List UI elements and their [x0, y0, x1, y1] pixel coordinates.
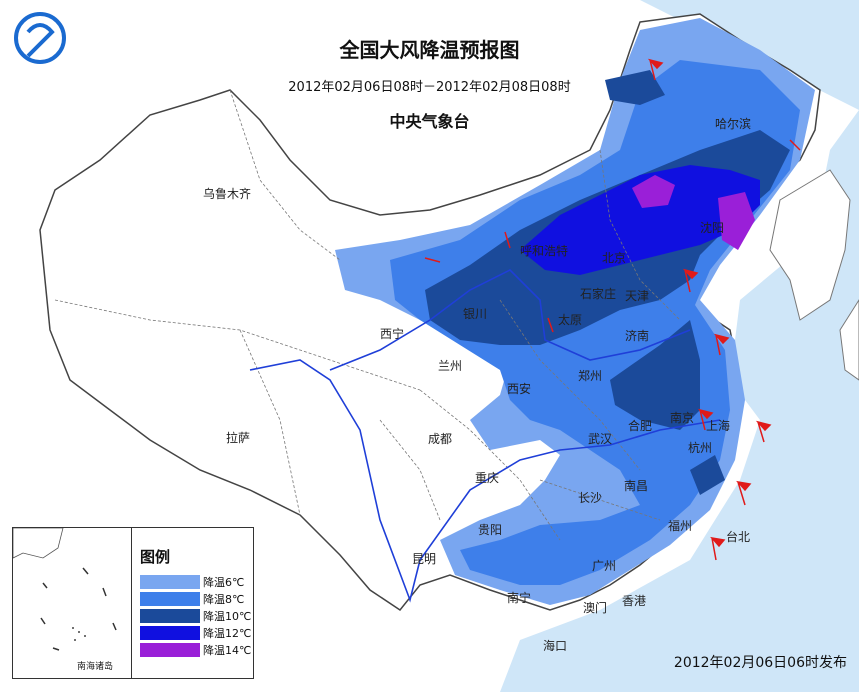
zone-10c-east	[610, 320, 700, 430]
legend-item: 降温10℃	[140, 609, 251, 623]
legend-item: 降温14℃	[140, 643, 251, 657]
wind-flag-icon	[713, 333, 730, 356]
wind-flag-icon	[547, 317, 554, 333]
legend: 南海诸岛 图例 降温6℃ 降温8℃ 降温10℃ 降温12℃ 降温14℃	[12, 527, 254, 679]
city-label: 西宁	[380, 326, 404, 341]
city-label: 昆明	[412, 552, 436, 566]
city-label: 重庆	[475, 471, 499, 485]
map-title: 全国大风降温预报图	[339, 38, 520, 62]
sea-area	[500, 0, 859, 692]
city-label: 呼和浩特	[520, 243, 568, 258]
wind-flags	[424, 58, 801, 561]
south-china-sea-inset: 南海诸岛	[12, 527, 132, 678]
city-label: 兰州	[438, 359, 462, 373]
wind-flag-icon	[789, 139, 801, 151]
city-label: 长沙	[578, 491, 602, 505]
zone-14c-a	[632, 175, 675, 208]
zone-10c-fujian	[690, 455, 725, 495]
zone-10c-north	[605, 70, 665, 105]
city-label: 广州	[592, 559, 616, 573]
wind-flag-icon	[647, 58, 664, 81]
issue-time: 2012年02月06日06时发布	[673, 655, 847, 671]
legend-swatch	[140, 575, 200, 589]
wind-flag-icon	[424, 257, 441, 263]
legend-swatch	[140, 592, 200, 606]
city-label: 银川	[463, 307, 487, 321]
rivers	[249, 269, 721, 603]
city-label: 南昌	[624, 478, 648, 493]
wind-flag-icon	[504, 231, 511, 249]
legend-title: 图例	[140, 548, 171, 566]
legend-label: 降温10℃	[203, 610, 252, 623]
forecast-period: 2012年02月06日08时－2012年02月08日08时	[288, 80, 571, 95]
zone-12c	[520, 165, 760, 275]
city-label: 拉萨	[226, 430, 250, 445]
city-label: 西安	[507, 381, 531, 396]
inset-label: 南海诸岛	[77, 662, 114, 672]
city-label: 南京	[670, 410, 694, 425]
wind-flag-icon	[697, 408, 714, 431]
city-label: 武汉	[588, 432, 612, 446]
wind-flag-icon	[736, 480, 752, 506]
city-label: 福州	[668, 518, 692, 533]
city-label: 杭州	[688, 440, 712, 455]
city-label: 石家庄	[580, 286, 616, 301]
city-label: 天津	[625, 289, 649, 303]
legend-swatch	[140, 626, 200, 640]
japan-landmass	[839, 299, 859, 381]
wind-flag-icon	[755, 420, 772, 443]
legend-label: 降温6℃	[203, 576, 245, 589]
korea-landmass	[769, 169, 851, 321]
legend-item: 降温12℃	[140, 626, 251, 640]
agency-name: 中央气象台	[389, 112, 470, 131]
legend-item: 降温8℃	[140, 592, 244, 606]
city-label: 上海	[706, 418, 730, 433]
wind-flag-icon	[710, 536, 726, 561]
city-label: 贵阳	[478, 523, 502, 537]
city-label: 济南	[625, 328, 649, 343]
wind-flag-icon	[682, 268, 699, 293]
cma-logo-icon	[14, 12, 66, 64]
yangtze-river	[249, 359, 721, 603]
city-labels: 哈尔滨 乌鲁木齐 呼和浩特 北京 沈阳 石家庄 天津 银川 太原 西宁 济南 兰…	[203, 116, 751, 653]
city-label: 哈尔滨	[715, 116, 751, 131]
province-borders	[54, 89, 681, 541]
legend-label: 降温12℃	[203, 627, 252, 640]
legend-item: 降温6℃	[140, 575, 244, 589]
yellow-river	[329, 269, 691, 371]
zone-14c-b	[718, 192, 755, 250]
city-label: 台北	[726, 529, 750, 544]
city-label: 沈阳	[700, 220, 724, 235]
city-label: 乌鲁木齐	[203, 186, 251, 201]
city-label: 合肥	[628, 418, 652, 433]
city-label: 香港	[622, 594, 646, 608]
city-label: 海口	[543, 638, 567, 653]
legend-swatch	[140, 643, 200, 657]
legend-label: 降温14℃	[203, 644, 252, 657]
inset-map	[12, 527, 117, 651]
city-label: 郑州	[578, 368, 602, 383]
city-label: 成都	[428, 432, 452, 446]
city-label: 北京	[602, 251, 626, 265]
legend-swatch	[140, 609, 200, 623]
cooling-zones	[335, 18, 815, 605]
city-label: 南宁	[507, 590, 531, 605]
city-label: 澳门	[583, 600, 607, 615]
legend-label: 降温8℃	[203, 593, 245, 606]
city-label: 太原	[558, 312, 582, 327]
